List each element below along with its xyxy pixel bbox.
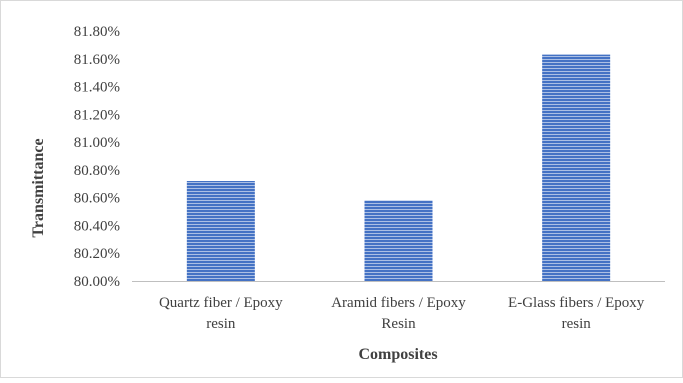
y-tick-label: 81.00% (74, 135, 120, 151)
y-tick-label: 81.40% (74, 80, 120, 96)
y-tick-label: 80.00% (74, 274, 120, 290)
y-tick-label: 80.80% (74, 163, 120, 179)
bars (186, 54, 611, 281)
y-tick-label: 80.60% (74, 191, 120, 207)
x-category-label: Aramid fibers / Epoxy (331, 295, 466, 311)
x-category-label: Quartz fiber / Epoxy (159, 295, 283, 311)
bar (186, 181, 255, 281)
bar (542, 54, 611, 281)
y-tick-label: 81.80% (74, 24, 120, 40)
x-axis-categories: Quartz fiber / Epoxy resin Aramid fibers /… (159, 295, 645, 332)
x-axis-title: Composites (358, 346, 437, 363)
x-category-label: resin (206, 316, 236, 332)
y-axis-ticks: 80.00% 80.20% 80.40% 80.60% 80.80% 81.00% 81.2… (74, 24, 120, 290)
y-tick-label: 80.40% (74, 218, 120, 234)
y-tick-label: 81.20% (74, 107, 120, 123)
y-tick-label: 80.20% (74, 246, 120, 262)
x-category-label: Resin (381, 316, 416, 332)
y-tick-label: 81.60% (74, 52, 120, 68)
x-category-label: E-Glass fibers / Epoxy (508, 295, 645, 311)
y-axis-title: Transmittance (30, 138, 47, 237)
x-category-label: resin (562, 316, 592, 332)
bar (364, 200, 433, 281)
